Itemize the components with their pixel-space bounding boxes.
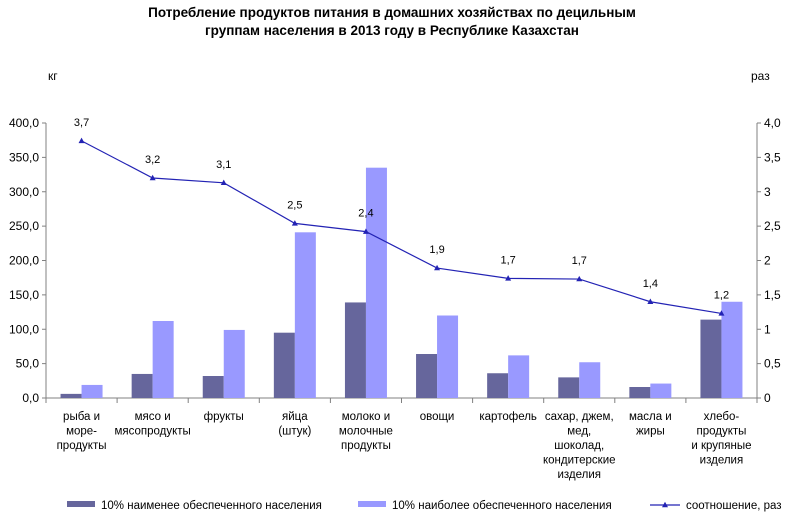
bar-least-provided bbox=[273, 332, 295, 398]
y2-tick-label: 0 bbox=[764, 391, 771, 405]
bar-least-provided bbox=[131, 373, 153, 398]
ratio-marker bbox=[291, 220, 298, 226]
bar-most-provided bbox=[223, 329, 245, 398]
legend-label-least: 10% наименее обеспеченного населения bbox=[101, 500, 322, 512]
y2-tick-label: 0,5 bbox=[764, 357, 781, 371]
bar-most-provided bbox=[294, 232, 316, 398]
ratio-marker bbox=[220, 179, 227, 186]
bar-least-provided bbox=[629, 387, 651, 398]
y2-tick-label: 2 bbox=[764, 254, 771, 268]
ratio-data-label: 1,2 bbox=[714, 289, 729, 301]
chart-title-line-2: группам населения в 2013 году в Республи… bbox=[205, 23, 579, 38]
ratio-data-label: 3,2 bbox=[145, 154, 160, 166]
ratio-marker bbox=[718, 310, 725, 316]
y2-tick-label: 4,0 bbox=[764, 116, 781, 130]
y2-tick-label: 1 bbox=[764, 322, 771, 336]
x-category-label: картофель bbox=[479, 411, 537, 423]
ratio-marker bbox=[78, 137, 85, 144]
ratio-data-label: 3,1 bbox=[216, 159, 231, 171]
ratio-marker bbox=[647, 298, 654, 304]
x-category-label: молоко и bbox=[342, 411, 390, 423]
y2-tick-label: 3 bbox=[764, 185, 771, 199]
legend-label-ratio: соотношение, раз bbox=[686, 500, 782, 512]
x-category-label: и крупяные bbox=[691, 440, 751, 452]
bar-most-provided bbox=[152, 321, 174, 398]
ratio-data-label: 1,4 bbox=[643, 278, 658, 290]
legend-marker-ratio bbox=[662, 501, 668, 508]
x-category-label: яйца bbox=[282, 411, 308, 423]
bar-least-provided bbox=[700, 319, 722, 398]
y-axis-unit-label: кг bbox=[48, 69, 58, 83]
ratio-marker bbox=[362, 228, 369, 234]
bar-most-provided bbox=[81, 384, 103, 398]
y2-axis-unit-label: раз bbox=[751, 69, 770, 83]
ratio-marker bbox=[505, 275, 512, 281]
ratio-data-label: 2,4 bbox=[358, 208, 373, 220]
y2-tick-label: 2,5 bbox=[764, 219, 781, 233]
bar-least-provided bbox=[202, 376, 224, 398]
ratio-data-label: 1,7 bbox=[572, 255, 587, 267]
x-category-label: море- bbox=[66, 426, 97, 438]
bar-most-provided bbox=[650, 383, 672, 398]
y-tick-label: 0,0 bbox=[22, 391, 39, 405]
legend-swatch-least bbox=[67, 501, 95, 507]
bar-least-provided bbox=[344, 302, 366, 398]
y-tick-label: 150,0 bbox=[9, 288, 39, 302]
plot-area: 0,0 50,0 100,0 150,0 200,0 250,0 300,0 350,0 400… bbox=[9, 116, 781, 481]
ratio-line bbox=[81, 140, 722, 315]
x-category-label: хлебо- bbox=[704, 411, 740, 423]
legend-label-most: 10% наиболее обеспеченного населения bbox=[392, 500, 612, 512]
bar-most-provided bbox=[508, 355, 530, 398]
y-tick-label: 200,0 bbox=[9, 254, 39, 268]
x-category-label: фрукты bbox=[204, 411, 244, 423]
bar-most-provided bbox=[721, 301, 743, 398]
ratio-marker bbox=[576, 275, 583, 282]
y-tick-label: 350,0 bbox=[9, 150, 39, 164]
x-category-label: продукты bbox=[341, 440, 391, 452]
x-category-label: шоколад, bbox=[554, 440, 604, 452]
y-tick-label: 100,0 bbox=[9, 322, 39, 336]
x-category-label: мясопродукты bbox=[114, 426, 190, 438]
x-category-label: изделия bbox=[700, 455, 744, 467]
ratio-data-label: 2,5 bbox=[287, 199, 302, 211]
bar-most-provided bbox=[579, 362, 601, 398]
y-tick-label: 300,0 bbox=[9, 185, 39, 199]
y-tick-label: 50,0 bbox=[16, 357, 40, 371]
x-category-label: молочные bbox=[339, 426, 393, 438]
y2-tick-label: 1,5 bbox=[764, 288, 781, 302]
x-category-label: продукты bbox=[696, 426, 746, 438]
legend-swatch-most bbox=[358, 501, 386, 507]
bar-least-provided bbox=[60, 393, 82, 398]
ratio-data-label: 1,9 bbox=[429, 244, 444, 256]
ratio-data-label: 1,7 bbox=[501, 254, 516, 266]
x-category-label: сахар, джем, bbox=[545, 411, 614, 423]
x-category-label: мед, bbox=[567, 426, 591, 438]
y-tick-label: 400,0 bbox=[9, 116, 39, 130]
bar-least-provided bbox=[558, 377, 580, 398]
x-category-label: масла и bbox=[629, 411, 672, 423]
ratio-marker bbox=[149, 174, 156, 181]
x-category-label: изделия bbox=[557, 469, 601, 481]
bar-least-provided bbox=[416, 354, 438, 398]
chart-title-line-1: Потребление продуктов питания в домашних… bbox=[148, 5, 636, 20]
y-tick-label: 250,0 bbox=[9, 219, 39, 233]
y2-tick-label: 3,5 bbox=[764, 150, 781, 164]
ratio-data-label: 3,7 bbox=[74, 117, 89, 129]
x-category-label: овощи bbox=[420, 411, 455, 423]
bar-most-provided bbox=[365, 167, 387, 398]
x-category-label: жиры bbox=[636, 426, 665, 438]
bar-least-provided bbox=[487, 373, 509, 398]
bar-most-provided bbox=[437, 315, 459, 398]
x-category-label: продукты bbox=[57, 440, 107, 452]
x-category-label: мясо и bbox=[135, 411, 171, 423]
legend: 10% наименее обеспеченного населения 10% … bbox=[67, 500, 782, 512]
x-category-label: (штук) bbox=[278, 426, 311, 438]
ratio-marker bbox=[434, 264, 441, 271]
x-category-label: кондитерские bbox=[543, 455, 616, 467]
x-category-label: рыба и bbox=[63, 411, 100, 423]
